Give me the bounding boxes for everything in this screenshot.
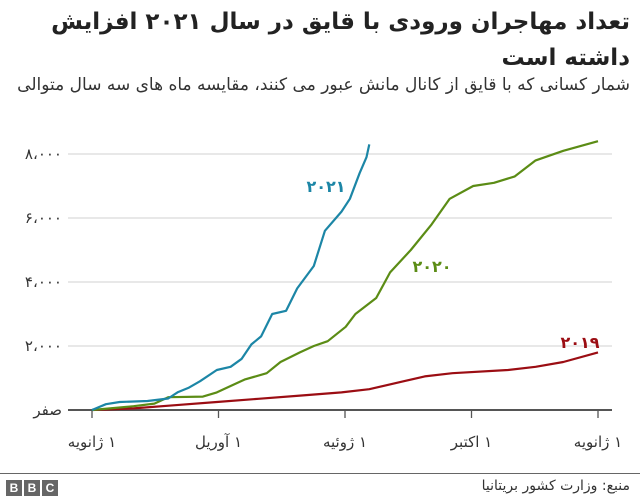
y-tick-label: ۴،۰۰۰ — [25, 273, 62, 291]
series-line-0 — [91, 144, 371, 412]
y-axis-labels: صفر ۲،۰۰۰ ۴،۰۰۰ ۶،۰۰۰ ۸،۰۰۰ — [25, 145, 62, 419]
bbc-logo-letter: C — [42, 480, 58, 496]
x-tick-label: ۱ آوریل — [195, 433, 242, 451]
chart-title: تعداد مهاجران ورودی با قایق در سال ۲۰۲۱ … — [51, 9, 630, 71]
y-tick-label: ۸،۰۰۰ — [25, 145, 62, 163]
x-tick-label: ۱ ژوئیه — [323, 433, 367, 451]
x-tick-label: ۱ ژانویه — [68, 433, 116, 451]
series-labels: ۲۰۲۱ ۲۰۲۰ ۲۰۱۹ — [306, 177, 599, 352]
bbc-logo-letter: B — [6, 480, 22, 496]
series-label: ۲۰۲۰ — [412, 257, 451, 276]
series-lines — [91, 140, 599, 412]
y-tick-label: ۶،۰۰۰ — [25, 209, 62, 227]
x-axis: ۱ ژانویه ۱ آوریل ۱ ژوئیه ۱ اکتبر ۱ ژانویه — [68, 409, 622, 451]
series-label: ۲۰۱۹ — [560, 333, 599, 352]
footer-divider — [0, 473, 640, 474]
chart-subtitle: شمار کسانی که با قایق از کانال مانش عبور… — [17, 75, 630, 95]
bbc-logo: B B C — [6, 480, 58, 496]
series-line-2 — [91, 351, 599, 412]
y-tick-label: ۲،۰۰۰ — [25, 337, 62, 355]
series-label: ۲۰۲۱ — [306, 177, 345, 196]
series-line-1 — [91, 140, 599, 412]
y-tick-label: صفر — [32, 401, 62, 419]
gridlines — [68, 153, 612, 347]
x-tick-label: ۱ اکتبر — [450, 433, 492, 451]
x-tick-label: ۱ ژانویه — [574, 433, 622, 451]
source-note: منبع: وزارت کشور بریتانیا — [481, 478, 630, 494]
bbc-logo-letter: B — [24, 480, 40, 496]
